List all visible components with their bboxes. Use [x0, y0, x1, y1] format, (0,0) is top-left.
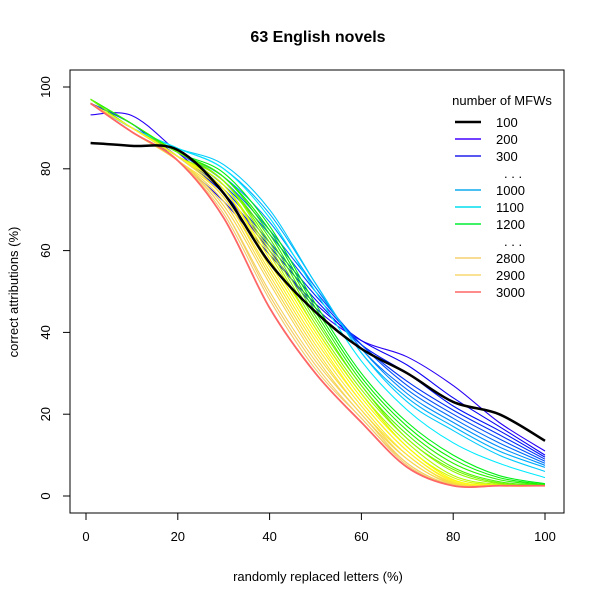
y-tick-label: 100 [38, 76, 53, 98]
y-tick-label: 20 [38, 407, 53, 421]
series-line-800 [90, 102, 546, 466]
x-tick-label: 20 [171, 529, 185, 544]
x-axis: 0 20 40 60 80 100 [82, 513, 556, 544]
legend-label: 300 [496, 149, 518, 164]
legend-label: . . . [504, 234, 522, 249]
series-line-1000 [90, 102, 546, 472]
y-tick-label: 60 [38, 243, 53, 257]
x-axis-label: randomly replaced letters (%) [233, 569, 403, 584]
legend-label: 200 [496, 132, 518, 147]
legend-label: 2900 [496, 268, 525, 283]
x-tick-label: 40 [262, 529, 276, 544]
legend-label: . . . [504, 166, 522, 181]
legend-label: 1000 [496, 183, 525, 198]
y-axis: 0 20 40 60 80 100 [38, 76, 70, 500]
y-tick-label: 0 [38, 492, 53, 499]
series-line-100 [90, 141, 546, 442]
legend-label: 100 [496, 115, 518, 130]
x-tick-label: 60 [354, 529, 368, 544]
legend-label: 1100 [496, 200, 524, 215]
x-tick-label: 0 [82, 529, 89, 544]
legend: number of MFWs 100 200 300 . . . 1000 1100 120… [452, 93, 552, 300]
legend-label: 2800 [496, 251, 525, 266]
y-axis-label: correct attributions (%) [6, 227, 21, 358]
series-line-1100 [90, 102, 546, 479]
legend-label: 1200 [496, 217, 525, 232]
series-layer [90, 98, 546, 489]
series-line-3000 [90, 102, 545, 489]
series-line-2300 [90, 102, 546, 487]
x-tick-label: 80 [446, 529, 460, 544]
y-tick-label: 80 [38, 162, 53, 176]
y-tick-label: 40 [38, 325, 53, 339]
plot-frame [69, 69, 565, 514]
legend-title: number of MFWs [452, 93, 552, 108]
series-line-200 [90, 112, 546, 452]
legend-label: 3000 [496, 285, 525, 300]
x-tick-label: 100 [534, 529, 556, 544]
chart-title: 63 English novels [250, 29, 385, 46]
